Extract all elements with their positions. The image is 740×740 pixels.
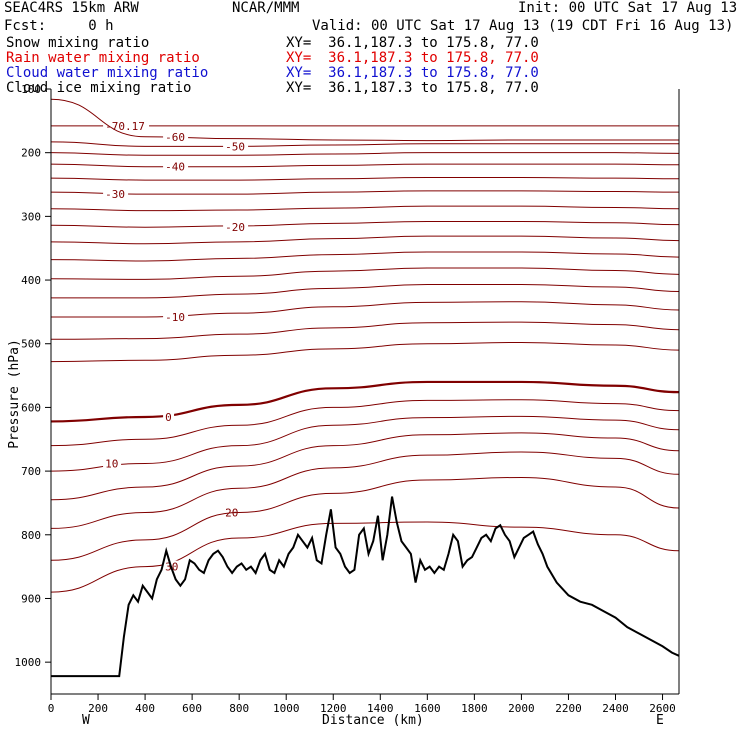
y-tick-label: 500	[21, 338, 41, 351]
init-time: Init: 00 UTC Sat 17 Aug 13	[518, 0, 738, 16]
y-tick-label: 200	[21, 147, 41, 160]
contour-label-bg	[103, 457, 122, 470]
contour-line	[50, 205, 680, 212]
contour-line	[50, 267, 680, 280]
contour-label-bg	[163, 560, 182, 573]
contour-line	[50, 251, 680, 262]
x-tick-label: 2200	[555, 702, 582, 715]
contour-line	[50, 399, 680, 447]
org-title: NCAR/MMM	[232, 0, 300, 16]
y-tick-label: 400	[21, 274, 41, 287]
contour-label-bg	[163, 160, 189, 173]
contour-label-bg	[163, 130, 189, 143]
contour-line	[50, 380, 680, 423]
contour-label-bg	[103, 188, 129, 201]
contour-label: -30	[105, 188, 125, 201]
y-tick-label: 900	[21, 592, 41, 605]
contour-line	[50, 141, 679, 147]
contour-line	[50, 321, 680, 340]
contour-label: -50	[225, 140, 245, 153]
contour-line	[50, 163, 680, 168]
contour-label: 10	[105, 457, 118, 470]
x-end-label-west: W	[82, 713, 90, 728]
x-tick-label: 1600	[414, 702, 441, 715]
x-end-label-east: E	[656, 713, 664, 728]
x-tick-label: 1000	[273, 702, 300, 715]
forecast-hour: Fcst: 0 h	[4, 18, 114, 34]
contour-label: -10	[165, 311, 185, 324]
y-tick-label: 600	[21, 401, 41, 414]
contour-line	[50, 220, 680, 228]
contour-label-bg	[223, 140, 249, 153]
field-label-rain: Rain water mixing ratio	[6, 50, 200, 66]
contour-line	[50, 341, 680, 363]
contour-label-bg	[103, 119, 150, 132]
contour-line	[50, 177, 680, 181]
field-label-cloud-ice: Cloud ice mixing ratio	[6, 80, 192, 96]
x-tick-label: 800	[229, 702, 249, 715]
contour-label: -60	[165, 131, 185, 144]
contour-line	[50, 476, 680, 561]
x-tick-label: 600	[182, 702, 202, 715]
contour-line	[50, 235, 680, 245]
field-xy-rain: XY= 36.1,187.3 to 175.8, 77.0	[286, 50, 539, 66]
x-tick-label: 2000	[508, 702, 535, 715]
contour-line	[50, 190, 680, 195]
contour-label-bg	[163, 410, 175, 423]
model-title: SEAC4RS 15km ARW	[4, 0, 139, 16]
field-xy-cloud-water: XY= 36.1,187.3 to 175.8, 77.0	[286, 65, 539, 81]
x-tick-label: 1800	[461, 702, 488, 715]
y-tick-label: 800	[21, 529, 41, 542]
x-tick-label: 2400	[602, 702, 629, 715]
y-tick-label: 700	[21, 465, 41, 478]
contour-label: -70.17	[105, 120, 145, 133]
contour-line	[50, 284, 680, 299]
x-tick-label: 400	[135, 702, 155, 715]
field-xy-snow: XY= 36.1,187.3 to 175.8, 77.0	[286, 35, 539, 51]
contour-line	[50, 152, 680, 156]
x-tick-label: 2600	[649, 702, 676, 715]
x-tick-label: 200	[88, 702, 108, 715]
valid-time: Valid: 00 UTC Sat 17 Aug 13 (19 CDT Fri …	[312, 18, 734, 34]
contour-line	[50, 415, 680, 472]
contour-line	[50, 451, 680, 529]
contour-label: 0	[165, 411, 172, 424]
x-tick-label: 0	[48, 702, 55, 715]
y-axis-label: Pressure (hPa)	[7, 339, 22, 449]
contour-label: -40	[165, 161, 185, 174]
y-tick-label: 300	[21, 210, 41, 223]
contour-line	[50, 98, 680, 142]
x-tick-label: 1400	[367, 702, 394, 715]
terrain-line	[51, 496, 680, 678]
contour-line	[50, 432, 680, 501]
field-label-snow: Snow mixing ratio	[6, 35, 150, 51]
terrain-layer	[51, 496, 680, 678]
field-xy-cloud-ice: XY= 36.1,187.3 to 175.8, 77.0	[286, 80, 539, 96]
field-label-cloud-water: Cloud water mixing ratio	[6, 65, 209, 81]
contour-label: -20	[225, 221, 245, 234]
x-tick-label: 1200	[320, 702, 347, 715]
contour-line	[50, 301, 680, 318]
contour-label-bg	[163, 310, 189, 323]
contour-line	[50, 521, 680, 593]
y-tick-label: 1000	[15, 656, 42, 669]
x-axis-label: Distance (km)	[322, 713, 424, 728]
contour-label-bg	[223, 221, 249, 234]
y-tick-label: 100	[21, 83, 41, 96]
